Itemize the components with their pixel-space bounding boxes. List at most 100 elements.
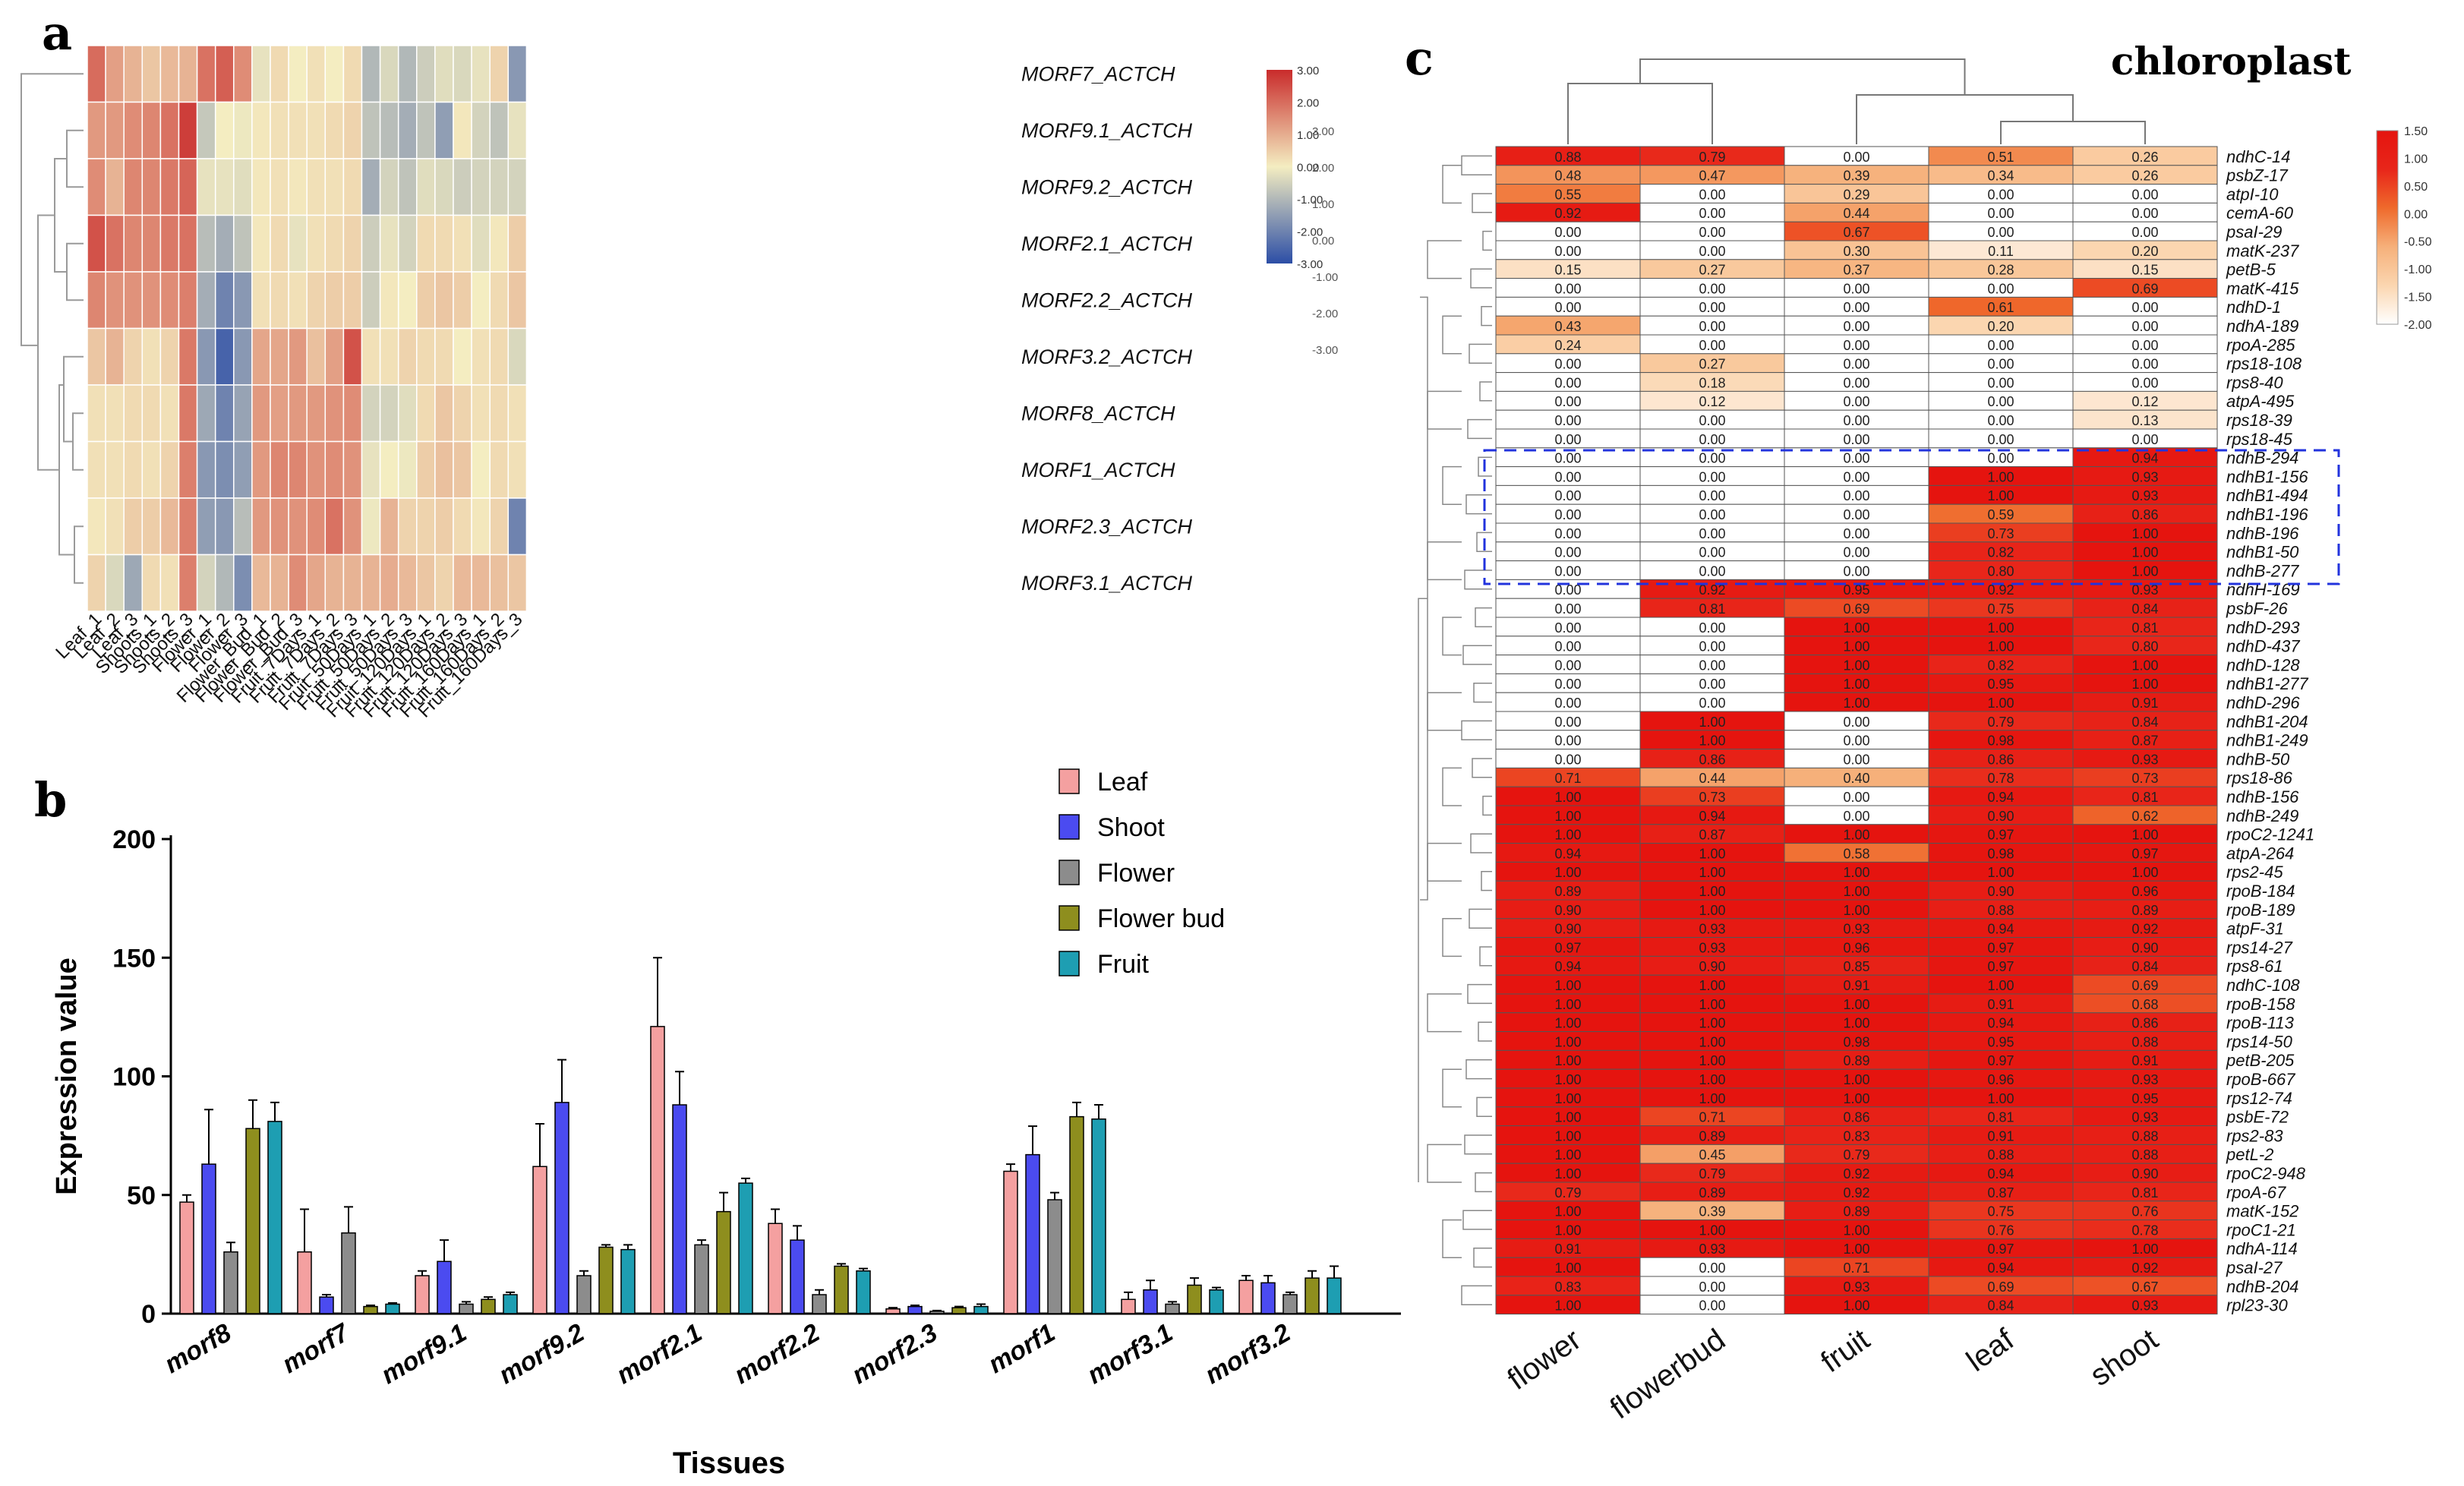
heatmap-c-value: 0.94 [1699,809,1725,824]
heatmap-c-cell [1495,315,1641,336]
legend-a-ghost-tick: 3.00 [1312,125,1334,138]
heatmap-c-value: 0.94 [1987,922,2014,937]
bar [385,1303,400,1314]
bar [598,1246,614,1314]
dendrogram-c-branch [1470,833,1492,853]
dendrogram-c-branch [1427,390,1462,430]
heatmap-c-cell [1928,937,2074,957]
bar [1047,1199,1062,1314]
heatmap-c-value: 0.69 [2131,281,2158,296]
dendrogram-c-branch [1442,465,1462,505]
heatmap-a-cell [233,327,253,386]
heatmap-c-value: 1.00 [2131,865,2158,880]
heatmap-a-cell [251,45,271,103]
heatmap-c-value: 0.00 [1843,734,1869,749]
heatmap-c-value: 0.89 [1843,1053,1869,1068]
heatmap-c-cell [1928,880,2074,901]
bar [620,1248,636,1314]
heatmap-c-cell [1495,221,1641,241]
heatmap-c-cell [1639,1200,1785,1221]
axis-b-ytick-label: 50 [127,1182,156,1210]
heatmap-c-cell [1784,1295,1929,1315]
heatmap-c-value: 0.92 [1843,1185,1869,1200]
heatmap-a-cell [471,214,491,273]
heatmap-c-cell [2072,353,2218,374]
heatmap-a-cell [233,384,253,443]
bar [716,1210,731,1314]
heatmap-a-cell [251,158,271,216]
bar [201,1163,216,1314]
legend-a-ghost-tick: 2.00 [1312,162,1334,175]
heatmap-c-value: 1.00 [1843,1091,1869,1106]
heatmap-c-value: 0.90 [1987,884,2014,899]
heatmap-c-value: 0.00 [1843,338,1869,353]
heatmap-c-col-label: fruit [1815,1323,1876,1379]
heatmap-a-cell [233,158,253,216]
heatmap-c-cell [2072,409,2218,430]
heatmap-c-value: 1.00 [1699,978,1725,993]
heatmap-c-cell [1639,334,1785,355]
heatmap-a-cell [489,271,510,330]
dendrogram-a-branch [66,129,84,188]
heatmap-c-value: 0.00 [1699,225,1725,240]
heatmap-c-cell [1639,1012,1785,1033]
dendrogram-c-branch [1475,1172,1492,1193]
axis-b-ylabel: Expression value [51,958,83,1195]
category-label: morf8 [159,1318,236,1379]
bar [179,1201,194,1314]
bar [856,1270,871,1314]
heatmap-a-cell [434,101,454,159]
heatmap-c-cell [2072,240,2218,260]
dendrogram-a-branch [37,214,59,471]
heatmap-c-cell [1639,428,1785,449]
heatmap-c-cell [1495,1068,1641,1089]
heatmap-c-cell [1784,1219,1929,1239]
heatmap-c-value: 1.00 [1843,865,1869,880]
heatmap-c-row-label: ndhD-296 [2226,693,2300,712]
heatmap-c-row-label: ndhB1-156 [2226,467,2308,486]
heatmap-c-cell [2072,636,2218,656]
heatmap-a-cell [361,271,381,330]
heatmap-c-value: 0.00 [1843,809,1869,824]
heatmap-c-value: 0.71 [1843,1260,1869,1276]
heatmap-c-cell [1784,165,1929,185]
heatmap-c-value: 0.61 [1987,300,2014,315]
heatmap-a-cell [507,101,528,159]
heatmap-c-value: 1.00 [1699,734,1725,749]
heatmap-c-value: 0.00 [2131,375,2158,390]
heatmap-a-cell [361,497,381,556]
heatmap-a-cell [397,45,418,103]
heatmap-c-value: 0.88 [1987,1147,2014,1163]
heatmap-c-cell [1639,1182,1785,1202]
heatmap-c-cell [1639,974,1785,995]
heatmap-c-row-label: rps18-86 [2226,768,2293,787]
dendrogram-a-branch [21,73,84,346]
heatmap-c-cell [1784,861,1929,882]
heatmap-c-value: 0.91 [1843,978,1869,993]
heatmap-c-row-label: ndhB-50 [2226,749,2290,768]
heatmap-c-value: 0.45 [1699,1147,1725,1163]
heatmap-c-value: 1.00 [1554,1260,1581,1276]
heatmap-c-cell [2072,1087,2218,1108]
heatmap-a-cell [141,384,162,443]
heatmap-c-value: 0.00 [2131,338,2158,353]
legend-c-tick: 1.00 [2404,153,2428,166]
heatmap-c-cell [1639,165,1785,185]
heatmap-c-cell [2072,315,2218,336]
heatmap-a-cell [306,554,327,612]
heatmap-c-row-label: rpoA-285 [2226,336,2295,355]
heatmap-c-value: 0.91 [2131,696,2158,711]
heatmap-a-cell [270,271,289,330]
dendrogram-c-branch [1442,315,1462,355]
dendrogram-c-branch [1427,1144,1462,1183]
heatmap-a-cell [324,214,345,273]
heatmap-a-cell [214,214,235,273]
heatmap-c-value: 0.78 [1987,771,2014,786]
heatmap-c-col-label: leaf [1961,1322,2021,1378]
heatmap-a-cell [471,158,491,216]
heatmap-c-cell [1639,484,1785,505]
heatmap-c-value: 1.00 [2131,1241,2158,1257]
bar [650,1026,665,1314]
heatmap-a-cell [306,214,327,273]
heatmap-c-value: 0.00 [1699,469,1725,484]
